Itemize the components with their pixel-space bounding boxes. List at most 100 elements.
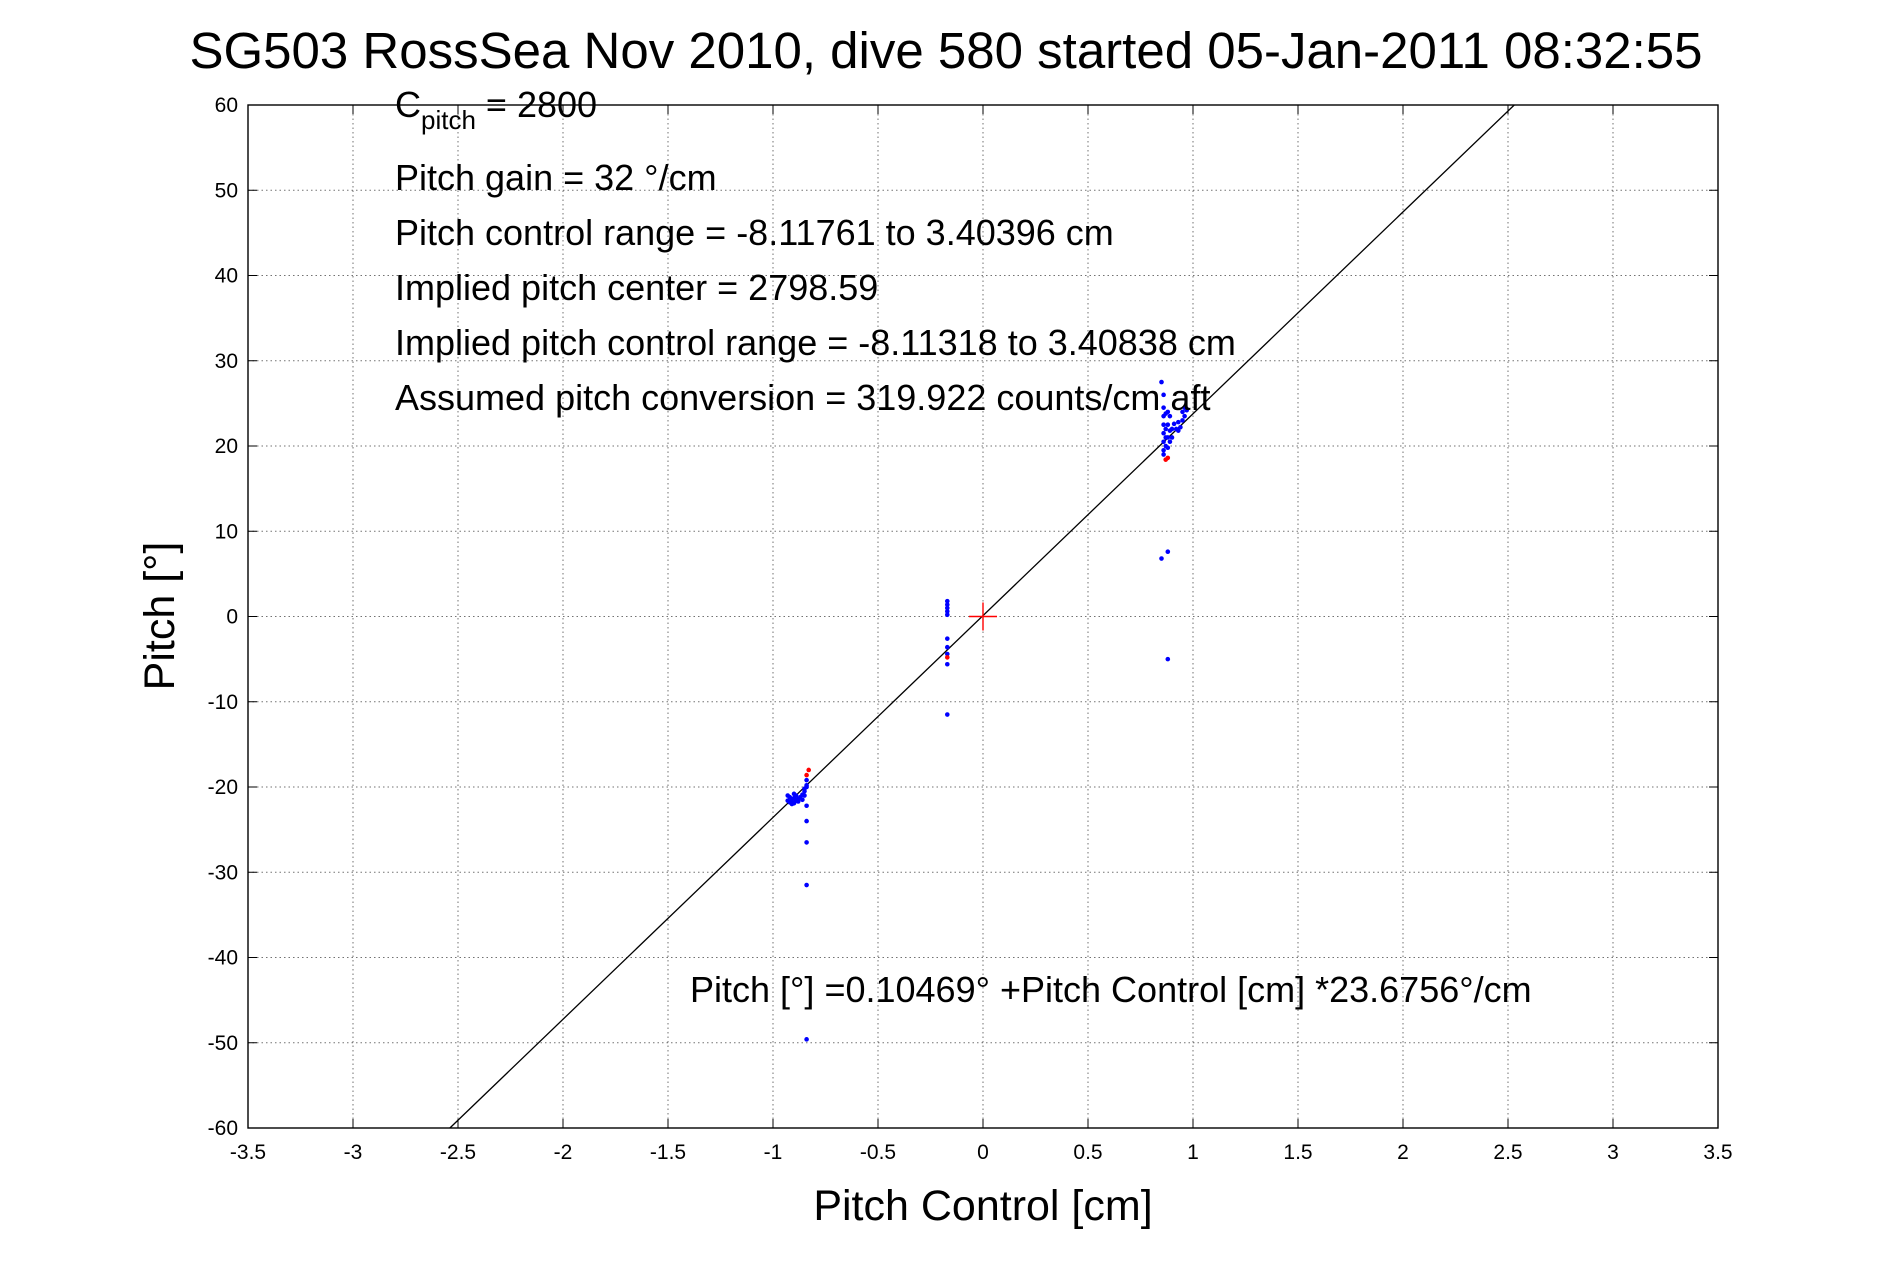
y-tick-label: 50 <box>215 179 238 202</box>
assumed-pitch-conversion-annotation: Assumed pitch conversion = 319.922 count… <box>395 377 1210 418</box>
data-point <box>1165 445 1171 451</box>
data-point <box>945 605 950 611</box>
annotation-block: Cpitch = 2800 Pitch gain = 32 °/cm Pitch… <box>395 84 1532 1010</box>
data-point <box>793 793 799 798</box>
y-tick-label: -30 <box>208 861 238 884</box>
data-point <box>804 818 809 824</box>
data-point <box>1180 409 1185 415</box>
data-point <box>1171 421 1177 427</box>
x-tick-label: 0.5 <box>1073 1141 1102 1164</box>
data-points <box>785 379 1189 1042</box>
y-tick-label: -50 <box>208 1032 238 1055</box>
y-tick-label: 20 <box>215 435 238 458</box>
grid <box>248 105 1718 1128</box>
data-point <box>1169 426 1175 432</box>
y-tick-label: 60 <box>215 94 238 117</box>
data-point <box>804 882 809 888</box>
x-tick-label: 2 <box>1397 1141 1409 1164</box>
pitch-gain-annotation: Pitch gain = 32 °/cm <box>395 157 717 198</box>
data-point <box>804 784 809 790</box>
axis-ticks: -3.5 -3 -2.5 -2 -1.5 -1 -0.5 0 0.5 1 1.5 2 2.5 3 3.5 -6… <box>208 94 1733 1164</box>
data-point <box>1161 452 1166 457</box>
data-point <box>945 644 950 650</box>
center-marker-layer <box>969 602 997 631</box>
data-point <box>806 767 811 773</box>
data-point <box>804 1037 809 1042</box>
data-point <box>945 609 950 614</box>
c-pitch-main: C <box>395 84 421 125</box>
x-tick-label: 1 <box>1187 1141 1199 1164</box>
data-point <box>1159 379 1164 385</box>
data-point <box>945 655 950 660</box>
y-tick-label: -60 <box>208 1117 238 1140</box>
data-point <box>1167 439 1173 445</box>
data-point <box>1161 422 1166 427</box>
x-tick-label: -2.5 <box>440 1141 476 1164</box>
data-point <box>945 602 950 607</box>
data-point <box>1161 439 1166 445</box>
y-tick-label: 30 <box>215 350 238 373</box>
data-point <box>804 803 809 809</box>
data-point <box>1167 413 1173 419</box>
x-tick-label: -1 <box>764 1141 783 1164</box>
y-tick-label: -20 <box>208 776 238 799</box>
x-tick-label: -0.5 <box>860 1141 896 1164</box>
x-tick-label: 0 <box>977 1141 989 1164</box>
data-point <box>1159 556 1164 561</box>
y-tick-label: 40 <box>215 265 238 288</box>
c-pitch-subscript: pitch <box>421 105 476 135</box>
y-tick-label: 0 <box>226 606 238 629</box>
implied-pitch-center-annotation: Implied pitch center = 2798.59 <box>395 267 878 308</box>
data-point <box>1165 435 1171 440</box>
x-tick-label: 2.5 <box>1493 1141 1522 1164</box>
data-point <box>945 712 950 717</box>
data-point <box>1165 409 1171 415</box>
data-point <box>802 793 807 798</box>
data-point <box>804 840 809 845</box>
data-point <box>945 612 950 618</box>
data-point <box>1161 392 1166 398</box>
data-point <box>800 797 805 803</box>
data-point <box>804 777 809 783</box>
y-tick-label: 10 <box>215 520 238 543</box>
fit-equation-annotation: Pitch [°] =0.10469° +Pitch Control [cm] … <box>690 969 1532 1010</box>
chart-title: SG503 RossSea Nov 2010, dive 580 started… <box>189 22 1702 79</box>
data-point <box>945 661 950 667</box>
data-point <box>1165 549 1171 555</box>
x-tick-label: -1.5 <box>650 1141 686 1164</box>
data-point <box>1161 405 1166 410</box>
x-tick-label: 3.5 <box>1703 1141 1732 1164</box>
data-point <box>945 636 950 641</box>
data-point <box>945 598 950 604</box>
data-point <box>1169 435 1175 440</box>
x-tick-label: 3 <box>1607 1141 1619 1164</box>
data-point <box>1161 430 1166 436</box>
data-point <box>1165 422 1171 427</box>
y-axis-label: Pitch [°] <box>136 542 184 691</box>
data-point <box>1165 455 1171 461</box>
data-point <box>1178 424 1183 430</box>
data-point <box>1180 418 1185 423</box>
data-point <box>1176 428 1181 433</box>
x-tick-label: -3.5 <box>230 1141 266 1164</box>
implied-pitch-control-range-annotation: Implied pitch control range = -8.11318 t… <box>395 322 1236 363</box>
x-tick-label: -2 <box>554 1141 573 1164</box>
data-point <box>1182 413 1187 419</box>
x-tick-label: -3 <box>344 1141 363 1164</box>
y-tick-label: -10 <box>208 691 238 714</box>
data-point <box>804 772 809 778</box>
data-point <box>1165 656 1171 662</box>
data-point <box>1161 447 1166 453</box>
data-point <box>1163 426 1168 432</box>
c-pitch-value: = 2800 <box>476 84 597 125</box>
data-point <box>1184 407 1189 413</box>
data-point <box>1176 419 1181 425</box>
y-tick-label: -40 <box>208 947 238 970</box>
data-point <box>945 651 950 657</box>
data-point <box>795 799 801 804</box>
pitch-control-range-annotation: Pitch control range = -8.11761 to 3.4039… <box>395 212 1114 253</box>
x-axis-label: Pitch Control [cm] <box>813 1182 1152 1230</box>
c-pitch-annotation: Cpitch = 2800 <box>395 84 597 135</box>
x-tick-label: 1.5 <box>1283 1141 1312 1164</box>
